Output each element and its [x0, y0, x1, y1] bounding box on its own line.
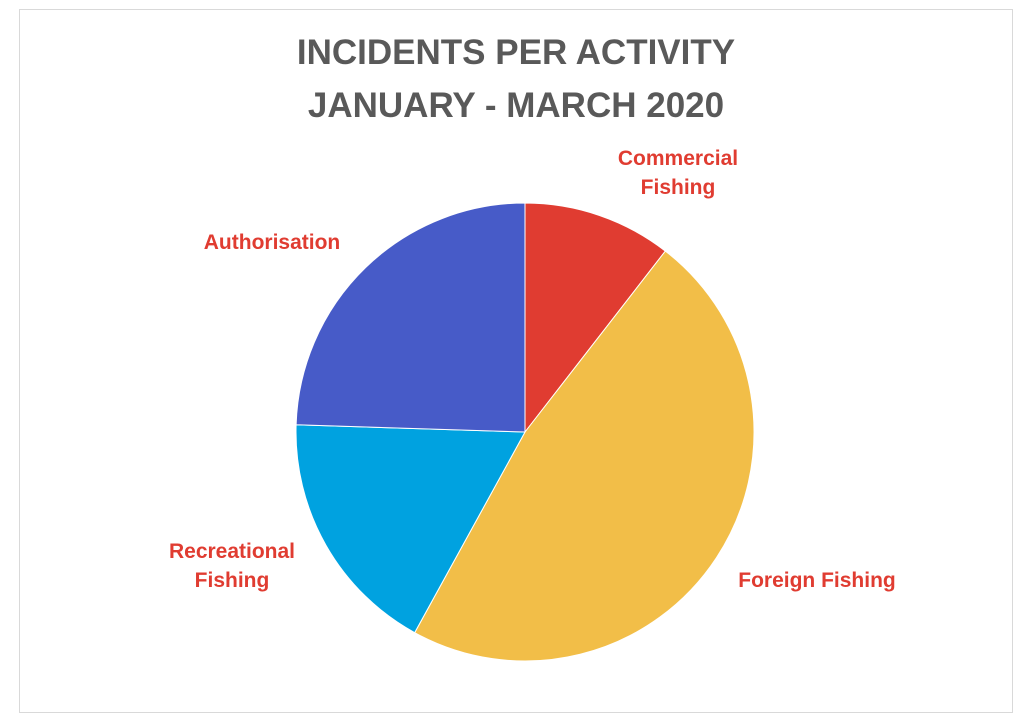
pie-slice-commercial-fishing [524, 202, 667, 434]
slice-label-authorisation: Authorisation [142, 228, 402, 257]
slice-label-commercial-fishing: Commercial Fishing [548, 144, 808, 202]
slice-label-line: Foreign Fishing [738, 568, 896, 592]
pie-slice-recreational-fishing [295, 424, 526, 634]
slice-label-line: Fishing [194, 569, 270, 592]
slice-label-line: Commercial [617, 147, 739, 170]
chart-title-line-1: INCIDENTS PER ACTIVITY [296, 33, 736, 72]
slice-label-line: Recreational [168, 540, 296, 563]
pie-slice-authorisation [295, 202, 526, 433]
slice-label-foreign-fishing: Foreign Fishing [687, 566, 947, 595]
chart-title-line-2: JANUARY - MARCH 2020 [307, 86, 725, 125]
slice-label-line: Authorisation [203, 230, 341, 254]
slice-label-line: Fishing [640, 176, 716, 199]
pie-slice-foreign-fishing [414, 250, 755, 662]
slice-label-recreational-fishing: Recreational Fishing [102, 537, 362, 595]
